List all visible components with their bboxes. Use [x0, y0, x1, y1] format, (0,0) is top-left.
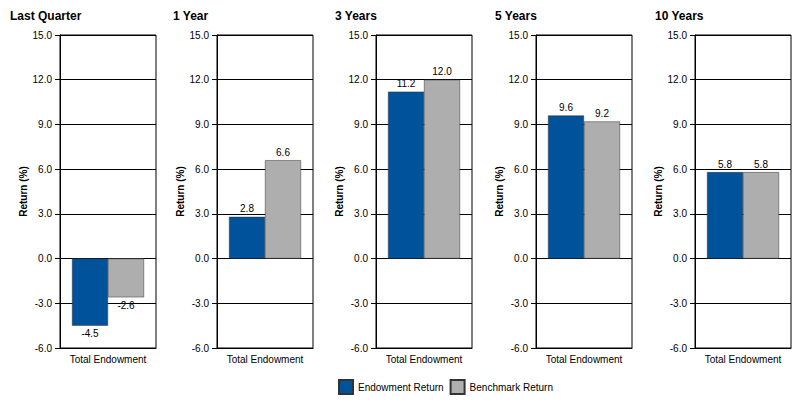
svg-text:Total Endowment: Total Endowment [227, 354, 304, 365]
svg-text:-6.0: -6.0 [351, 343, 369, 354]
svg-text:1 Year: 1 Year [173, 9, 208, 23]
svg-text:Total Endowment: Total Endowment [70, 354, 147, 365]
svg-text:3.0: 3.0 [38, 208, 52, 219]
svg-text:12.0: 12.0 [509, 74, 529, 85]
svg-text:5 Years: 5 Years [495, 9, 537, 23]
svg-text:-6.0: -6.0 [192, 343, 210, 354]
svg-text:9.6: 9.6 [559, 102, 573, 113]
svg-text:15.0: 15.0 [509, 30, 529, 41]
svg-text:0.0: 0.0 [38, 253, 52, 264]
svg-text:Benchmark Return: Benchmark Return [470, 382, 553, 393]
svg-text:12.0: 12.0 [668, 74, 688, 85]
svg-text:2.8: 2.8 [240, 203, 254, 214]
svg-text:6.0: 6.0 [673, 164, 687, 175]
svg-text:0.0: 0.0 [354, 253, 368, 264]
svg-text:9.2: 9.2 [595, 108, 609, 119]
svg-text:3.0: 3.0 [354, 208, 368, 219]
svg-text:3.0: 3.0 [195, 208, 209, 219]
svg-text:15.0: 15.0 [349, 30, 369, 41]
svg-text:Return (%): Return (%) [18, 166, 29, 217]
svg-text:6.0: 6.0 [195, 164, 209, 175]
svg-text:12.0: 12.0 [432, 66, 452, 77]
svg-text:-6.0: -6.0 [670, 343, 688, 354]
svg-text:15.0: 15.0 [668, 30, 688, 41]
svg-text:Return (%): Return (%) [653, 166, 664, 217]
svg-text:3 Years: 3 Years [335, 9, 377, 23]
svg-text:Return (%): Return (%) [334, 166, 345, 217]
svg-text:Total Endowment: Total Endowment [546, 354, 623, 365]
svg-text:12.0: 12.0 [33, 74, 53, 85]
svg-text:9.0: 9.0 [514, 119, 528, 130]
svg-text:-3.0: -3.0 [192, 298, 210, 309]
svg-text:-3.0: -3.0 [670, 298, 688, 309]
svg-text:-3.0: -3.0 [351, 298, 369, 309]
svg-text:-3.0: -3.0 [35, 298, 53, 309]
svg-text:0.0: 0.0 [195, 253, 209, 264]
svg-text:6.0: 6.0 [354, 164, 368, 175]
svg-text:6.0: 6.0 [38, 164, 52, 175]
svg-text:-2.6: -2.6 [117, 300, 135, 311]
svg-text:Last Quarter: Last Quarter [10, 9, 82, 23]
svg-text:Total Endowment: Total Endowment [386, 354, 463, 365]
svg-text:-3.0: -3.0 [511, 298, 529, 309]
svg-text:6.0: 6.0 [514, 164, 528, 175]
svg-text:9.0: 9.0 [195, 119, 209, 130]
svg-text:Total Endowment: Total Endowment [705, 354, 782, 365]
svg-text:Return (%): Return (%) [175, 166, 186, 217]
svg-text:Endowment Return: Endowment Return [358, 382, 444, 393]
svg-text:5.8: 5.8 [718, 159, 732, 170]
svg-text:Return (%): Return (%) [494, 166, 505, 217]
svg-text:15.0: 15.0 [190, 30, 210, 41]
svg-text:9.0: 9.0 [673, 119, 687, 130]
svg-text:10 Years: 10 Years [655, 9, 704, 23]
svg-text:3.0: 3.0 [673, 208, 687, 219]
svg-text:9.0: 9.0 [354, 119, 368, 130]
svg-text:15.0: 15.0 [33, 30, 53, 41]
svg-text:-6.0: -6.0 [35, 343, 53, 354]
svg-text:9.0: 9.0 [38, 119, 52, 130]
svg-text:-6.0: -6.0 [511, 343, 529, 354]
svg-text:6.6: 6.6 [276, 147, 290, 158]
svg-text:0.0: 0.0 [673, 253, 687, 264]
svg-text:11.2: 11.2 [397, 78, 416, 89]
svg-text:12.0: 12.0 [349, 74, 369, 85]
svg-text:12.0: 12.0 [190, 74, 210, 85]
svg-text:0.0: 0.0 [514, 253, 528, 264]
svg-text:3.0: 3.0 [514, 208, 528, 219]
svg-text:5.8: 5.8 [754, 159, 768, 170]
svg-text:-4.5: -4.5 [81, 328, 99, 339]
